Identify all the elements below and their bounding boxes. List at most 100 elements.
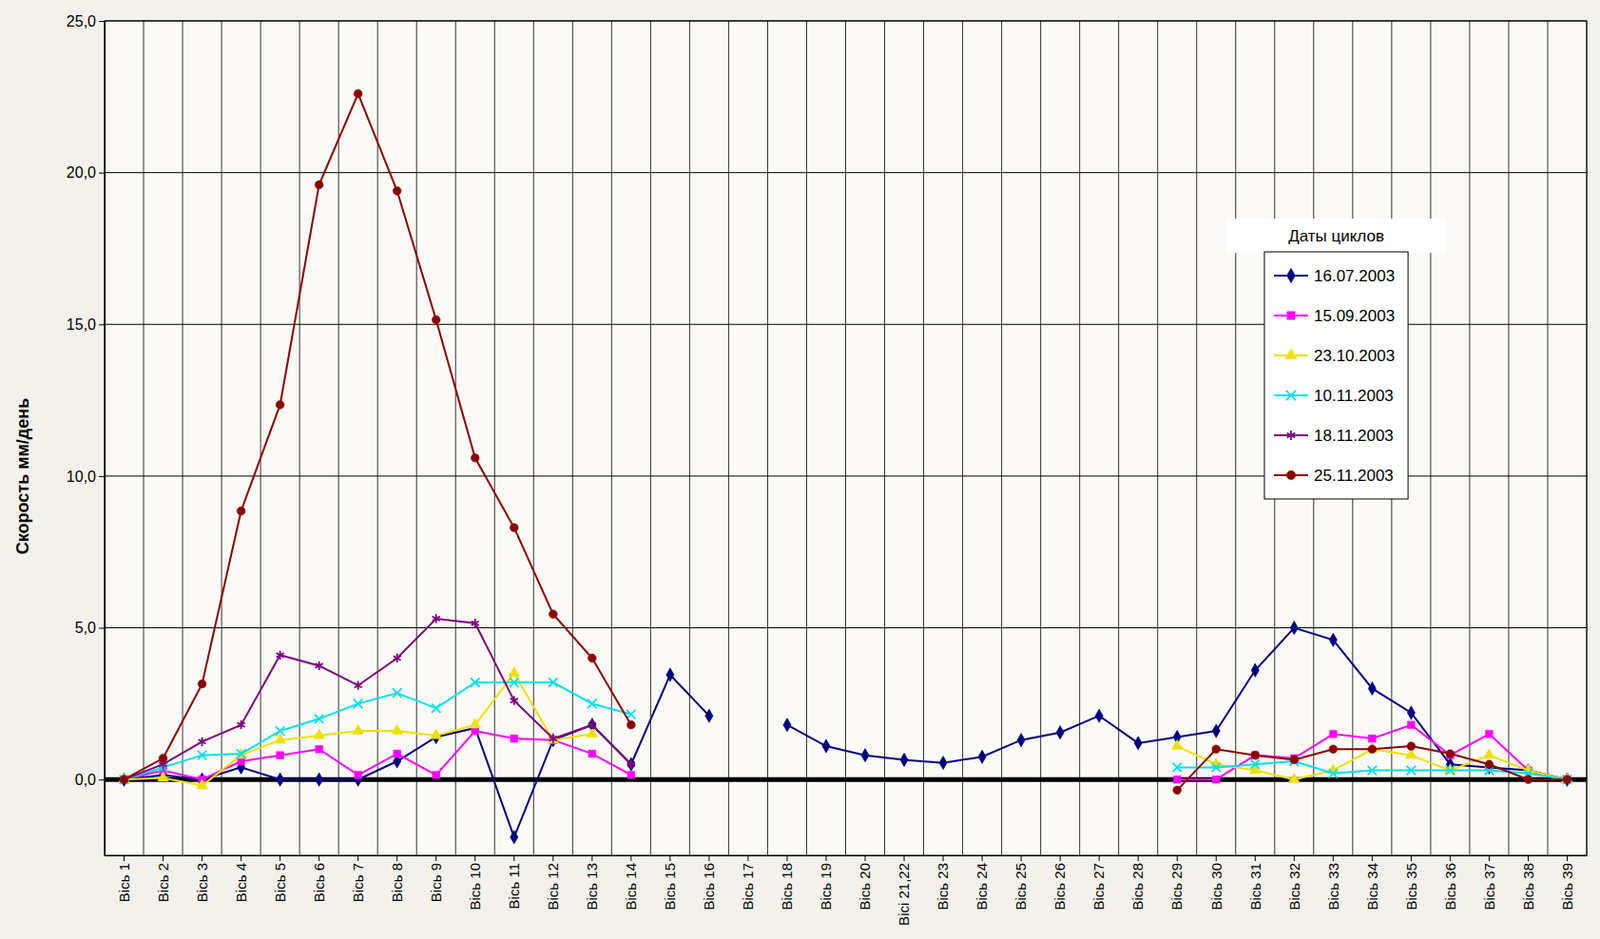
series-marker <box>548 677 558 687</box>
series-marker <box>509 677 519 687</box>
series-marker <box>510 734 519 743</box>
y-tick-label: 5,0 <box>75 619 97 637</box>
series-marker <box>1484 749 1496 759</box>
series-marker <box>1484 760 1493 774</box>
legend-label: 10.11.2003 <box>1313 386 1394 405</box>
series-marker <box>1407 742 1416 752</box>
x-tick-mark <box>201 855 203 862</box>
series-marker <box>1212 775 1220 784</box>
grid-line-x <box>221 20 223 856</box>
x-tick-label: Вісь 38 <box>1520 863 1537 911</box>
x-tick-label: Вісь 26 <box>1051 863 1068 911</box>
legend-box <box>1264 251 1408 500</box>
series-marker <box>1290 755 1299 765</box>
x-tick-mark <box>435 855 437 862</box>
x-tick-label: Вісь 3 <box>193 863 211 903</box>
legend-title-box <box>1226 218 1446 253</box>
x-tick-label: Вісь 19 <box>817 863 834 911</box>
legend-label: 16.07.2003 <box>1313 267 1395 286</box>
series-marker <box>470 453 480 463</box>
grid-line-x <box>611 20 613 856</box>
x-tick-mark <box>1060 855 1061 862</box>
series-marker <box>978 750 986 764</box>
series-marker <box>431 315 441 325</box>
series-marker <box>315 745 324 753</box>
x-tick: Вісь 19 <box>817 855 834 911</box>
grid-line-x <box>1156 20 1158 856</box>
series-marker <box>1212 745 1221 754</box>
x-tick-mark <box>513 855 515 862</box>
series-marker <box>1134 736 1142 751</box>
series-line <box>124 94 1568 791</box>
series-marker <box>822 739 830 753</box>
x-tick: Вісь 18 <box>778 855 795 911</box>
legend-label: 18.11.2003 <box>1313 426 1394 445</box>
series-line <box>124 673 1568 786</box>
series-marker <box>393 750 402 758</box>
x-tick: Вісь 5 <box>271 855 289 903</box>
x-tick: Вісь 17 <box>739 855 756 911</box>
x-tick: Вісь 37 <box>1481 855 1498 911</box>
y-axis-title: Скорость мм/день <box>13 398 33 555</box>
series-marker <box>510 696 519 706</box>
series-marker <box>1173 775 1181 784</box>
grid-y <box>104 20 1587 780</box>
x-tick-label: Вісь 8 <box>388 863 405 903</box>
grid-line-x <box>416 20 418 856</box>
x-tick-mark <box>552 855 554 862</box>
x-tick-label: Вісь 28 <box>1129 863 1146 911</box>
x-tick: Вісь 28 <box>1129 855 1146 911</box>
x-tick: Вісь 38 <box>1520 855 1537 911</box>
series-marker <box>392 186 402 195</box>
series-marker <box>470 677 480 687</box>
series-marker <box>1171 739 1183 750</box>
x-tick-label: Вісь 7 <box>349 863 367 903</box>
series-marker <box>549 733 558 743</box>
x-tick: Вісь 7 <box>349 855 367 903</box>
x-tick: Вісь 27 <box>1090 855 1107 911</box>
series-marker <box>508 667 521 677</box>
legend-marker <box>1286 470 1295 480</box>
grid-line-x <box>806 20 808 856</box>
x-tick-mark <box>747 855 749 862</box>
y-tick: 5,0 <box>75 619 105 637</box>
x-tick: Вісь 24 <box>973 855 990 911</box>
x-tick: Вісь 15 <box>661 855 678 911</box>
y-tick-label: 25,0 <box>66 13 97 30</box>
y-tick-label: 20,0 <box>66 164 97 181</box>
grid-line-x <box>1040 20 1041 856</box>
x-tick: Вісь 2 <box>154 855 172 903</box>
grid-line-x <box>1429 20 1431 856</box>
series-marker <box>119 774 129 784</box>
series-marker <box>236 749 246 758</box>
series-marker <box>1407 721 1416 730</box>
x-tick-mark <box>786 855 788 862</box>
x-tick-label: Вісь 11 <box>505 863 522 909</box>
x-tick-mark <box>162 855 164 862</box>
x-tick: Вісь 14 <box>622 855 639 911</box>
series-marker <box>471 727 480 735</box>
x-tick-mark <box>669 855 671 862</box>
series-marker <box>1329 769 1338 778</box>
series-marker <box>275 726 285 735</box>
series-marker <box>276 751 285 760</box>
series-marker <box>353 89 363 98</box>
x-tick: Вісь 9 <box>427 855 444 903</box>
x-tick-mark <box>279 855 281 862</box>
series-marker <box>157 771 170 782</box>
series-marker <box>1562 775 1572 785</box>
series-marker <box>352 724 365 734</box>
x-tick-mark <box>1137 855 1139 862</box>
y-tick: 0,0 <box>75 771 105 789</box>
series-marker <box>1251 751 1260 760</box>
x-tick-label: Вісь 23 <box>934 863 951 911</box>
x-tick: Вісь 20 <box>856 855 873 911</box>
x-tick-mark <box>357 855 359 862</box>
x-axis: Вісь 1Вісь 2Вісь 3Вісь 4Вісь 5Вісь 6Вісь… <box>105 855 1588 926</box>
x-tick-label: Вісі 21,22 <box>895 863 912 926</box>
x-tick-label: Вісь 30 <box>1208 863 1225 911</box>
series-marker <box>1290 620 1298 635</box>
grid-line-x <box>1468 20 1470 856</box>
series-marker <box>1017 732 1025 747</box>
x-tick-label: Вісь 18 <box>778 863 795 911</box>
